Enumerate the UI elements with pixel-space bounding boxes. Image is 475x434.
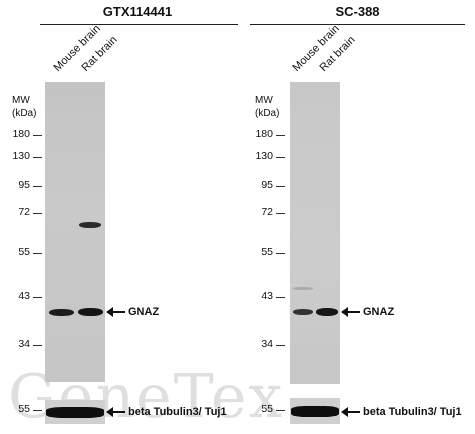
band-tubulin xyxy=(46,407,104,418)
loading-control-blot xyxy=(45,400,105,424)
arrow-left-icon xyxy=(341,307,360,317)
band-gnaz-mouse xyxy=(293,309,313,315)
arrow-left-icon xyxy=(341,407,360,417)
mw-label: MW xyxy=(12,95,30,106)
title-underline xyxy=(250,24,465,25)
target-label-gnaz: GNAZ xyxy=(106,306,159,318)
band-tubulin xyxy=(291,406,339,417)
mw-label: MW xyxy=(255,95,273,106)
title-underline xyxy=(40,24,238,25)
arrow-left-icon xyxy=(106,407,125,417)
target-label-gnaz: GNAZ xyxy=(341,306,394,318)
loading-label: beta Tubulin3/ Tuj1 xyxy=(341,406,462,418)
main-blot xyxy=(290,82,340,384)
main-blot xyxy=(45,82,105,382)
band-gnaz-rat xyxy=(316,308,338,316)
band-faint-mouse xyxy=(293,287,313,290)
panel-title: GTX114441 xyxy=(102,4,173,19)
kda-label: (kDa) xyxy=(255,108,280,119)
loading-control-blot xyxy=(290,398,340,424)
band-gnaz-rat xyxy=(78,308,103,316)
loading-label: beta Tubulin3/ Tuj1 xyxy=(106,406,227,418)
kda-label: (kDa) xyxy=(12,108,37,119)
mw-header: MW (kDa) xyxy=(255,94,279,120)
panel-title: SC-388 xyxy=(335,4,380,19)
band-nonspecific-rat xyxy=(79,222,101,228)
mw-header: MW (kDa) xyxy=(12,94,36,120)
band-gnaz-mouse xyxy=(49,309,74,316)
arrow-left-icon xyxy=(106,307,125,317)
